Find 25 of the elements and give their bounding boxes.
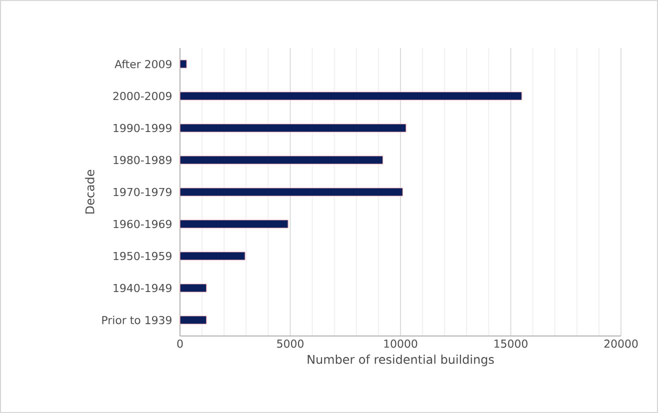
bar (180, 284, 207, 292)
x-tick-label: 0 (177, 340, 183, 348)
bar (180, 316, 207, 324)
bar (180, 92, 522, 100)
bar (180, 220, 288, 228)
y-tick-label: 1990-1999 (114, 124, 172, 132)
y-tick-label: 1940-1949 (114, 284, 172, 292)
y-tick-label: After 2009 (114, 60, 172, 68)
bar (180, 124, 406, 132)
x-tick-label: 10000 (384, 340, 418, 348)
y-tick-label: 1950-1959 (114, 252, 172, 260)
y-tick-label: 1960-1969 (114, 220, 172, 228)
bar (180, 156, 384, 164)
bar (180, 60, 187, 68)
x-axis-title: Number of residential buildings (308, 354, 494, 366)
y-axis-title: Decade (85, 170, 94, 214)
y-tick-label: 2000-2009 (113, 92, 172, 100)
bar (180, 188, 404, 196)
x-tick-label: 15000 (494, 340, 528, 348)
y-tick-label: 1980-1989 (114, 156, 172, 164)
bar (180, 252, 246, 260)
y-tick-label: Prior to 1939 (102, 316, 172, 324)
x-tick-label: 20000 (604, 340, 638, 348)
y-tick-label: 1970-1979 (114, 188, 172, 196)
x-tick-label: 5000 (277, 340, 304, 348)
